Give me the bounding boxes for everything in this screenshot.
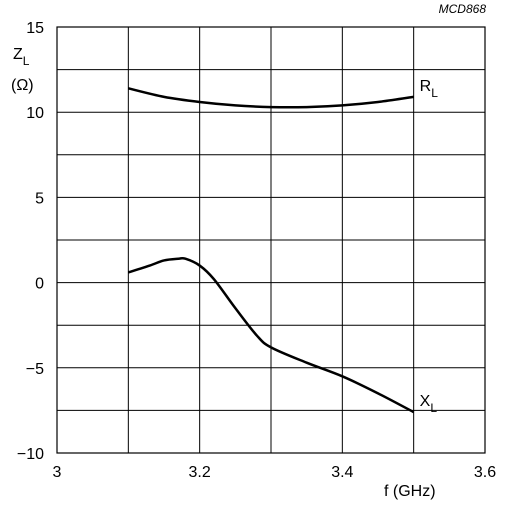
- y-axis-unit: (Ω): [11, 77, 34, 94]
- figure-code: MCD868: [439, 2, 487, 16]
- y-tick-label: 15: [26, 20, 44, 37]
- y-tick-label: 10: [26, 105, 44, 122]
- resistance-line: [128, 87, 414, 109]
- x-tick-label: 3: [53, 464, 62, 481]
- series-label-sub: L: [430, 401, 437, 415]
- x-tick-label: 3.4: [331, 464, 353, 481]
- y-tick-label: −5: [26, 361, 44, 378]
- chart-text: MCD868 ZL (Ω) f (GHz) 3 3.2 3.4 3.6151050−5…: [11, 2, 496, 500]
- x-axis-title: f (GHz): [384, 483, 436, 500]
- x-tick-label: 3.6: [474, 464, 496, 481]
- y-tick-label: 0: [35, 276, 44, 293]
- series-label-sub: L: [431, 86, 438, 100]
- reactance-line: [127, 256, 415, 414]
- series-lines: [127, 87, 415, 414]
- x-tick-label: 3.2: [189, 464, 211, 481]
- y-tick-label: −10: [17, 446, 44, 463]
- series-label: XL: [420, 393, 438, 415]
- y-axis-title: ZL: [13, 46, 30, 68]
- plot-frame: [56, 26, 486, 454]
- series-label: RL: [420, 78, 439, 100]
- y-axis-title-main: Z: [13, 46, 23, 63]
- y-axis-title-sub: L: [23, 54, 30, 68]
- series-label-main: R: [420, 78, 432, 95]
- y-tick-label: 5: [35, 190, 44, 207]
- series-label-main: X: [420, 393, 431, 410]
